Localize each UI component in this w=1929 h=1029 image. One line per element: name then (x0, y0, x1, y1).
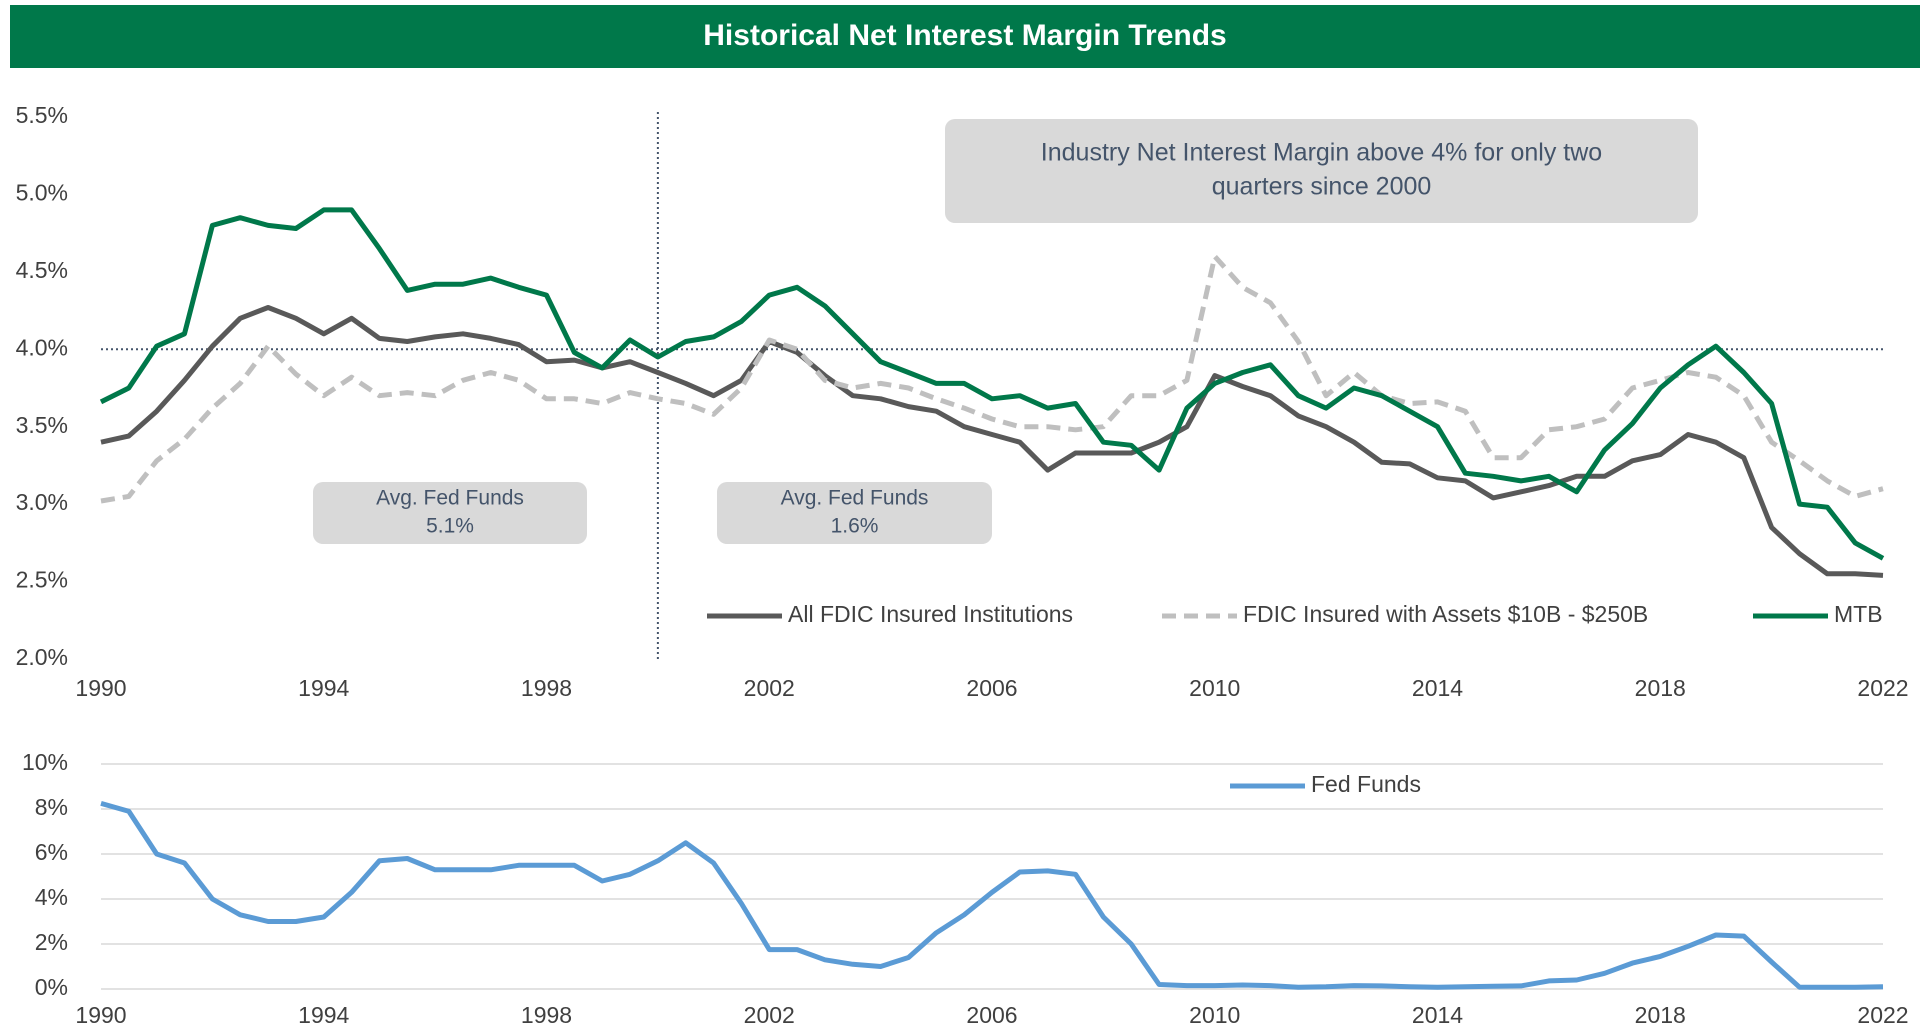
y-tick-label: 2.0% (16, 644, 68, 670)
annotation-box (717, 482, 992, 544)
x-tick-label: 2022 (1857, 675, 1908, 701)
annotation-text: 1.6% (831, 515, 879, 538)
x-tick-label: 2006 (966, 1002, 1017, 1028)
x-tick-label: 1990 (75, 1002, 126, 1028)
annotation-box (945, 119, 1698, 223)
annotation-box (313, 482, 587, 544)
x-tick-label: 1990 (75, 675, 126, 701)
y-tick-label: 5.0% (16, 180, 68, 206)
legend-label: MTB (1834, 601, 1883, 627)
legend-label: All FDIC Insured Institutions (788, 601, 1073, 627)
y-tick-label: 2% (35, 929, 68, 955)
annotation-text: Avg. Fed Funds (376, 486, 524, 509)
y-tick-label: 5.5% (16, 102, 68, 128)
x-tick-label: 2014 (1412, 675, 1463, 701)
x-tick-label: 2022 (1857, 1002, 1908, 1028)
x-tick-label: 2006 (966, 675, 1017, 701)
y-tick-label: 6% (35, 839, 68, 865)
x-tick-label: 2010 (1189, 1002, 1240, 1028)
x-tick-label: 2002 (744, 1002, 795, 1028)
y-tick-label: 10% (22, 749, 68, 775)
y-tick-label: 0% (35, 974, 68, 1000)
x-tick-label: 2010 (1189, 675, 1240, 701)
annotation-text: quarters since 2000 (1212, 172, 1432, 200)
annotation-text: Industry Net Interest Margin above 4% fo… (1041, 139, 1602, 167)
x-tick-label: 1998 (521, 675, 572, 701)
annotation-text: 5.1% (426, 515, 474, 538)
series-line (99, 207, 1885, 561)
legend-label: Fed Funds (1311, 771, 1421, 797)
y-tick-label: 3.5% (16, 412, 68, 438)
series-line (100, 800, 1884, 990)
x-tick-label: 1994 (298, 675, 349, 701)
y-tick-label: 8% (35, 794, 68, 820)
chart-title: Historical Net Interest Margin Trends (703, 19, 1226, 52)
y-tick-label: 3.0% (16, 489, 68, 515)
legend-label: FDIC Insured with Assets $10B - $250B (1243, 601, 1648, 627)
x-tick-label: 2018 (1635, 1002, 1686, 1028)
x-tick-label: 2002 (744, 675, 795, 701)
x-tick-label: 1994 (298, 1002, 349, 1028)
x-tick-label: 2018 (1635, 675, 1686, 701)
y-tick-label: 4.0% (16, 334, 68, 360)
x-tick-label: 2014 (1412, 1002, 1463, 1028)
x-tick-label: 1998 (521, 1002, 572, 1028)
y-tick-label: 4.5% (16, 257, 68, 283)
y-tick-label: 4% (35, 884, 68, 910)
series-line (100, 253, 1884, 504)
annotation-text: Avg. Fed Funds (781, 486, 929, 509)
title-banner (10, 5, 1920, 68)
y-tick-label: 2.5% (16, 567, 68, 593)
